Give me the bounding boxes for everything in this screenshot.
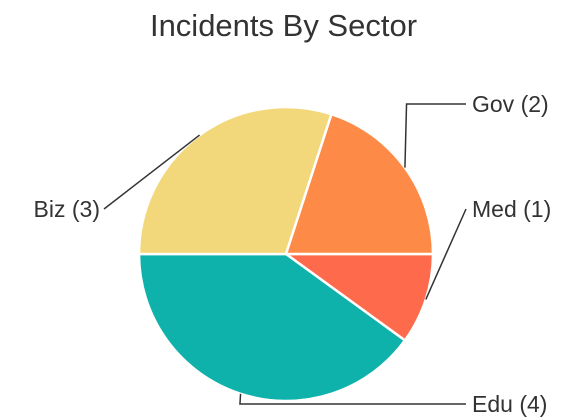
slice-label-biz: Biz (3): [34, 196, 100, 222]
slice-label-med: Med (1): [472, 196, 551, 222]
slice-labels: Med (1) Edu (4) Biz (3) Gov (2): [34, 91, 552, 417]
pie-slice-gov: [284, 112, 435, 256]
chart-title: Incidents By Sector: [149, 8, 418, 43]
leader-line-edu: [239, 393, 466, 405]
leader-line-gov: [404, 103, 466, 168]
leader-line-biz: [103, 134, 201, 210]
slice-label-edu: Edu (4): [472, 391, 547, 417]
leader-line-med: [425, 208, 467, 300]
slice-label-gov: Gov (2): [472, 91, 549, 117]
pie-slice-biz: [137, 105, 333, 256]
pie-slices: [137, 105, 435, 403]
pie-slice-edu: [137, 252, 407, 403]
